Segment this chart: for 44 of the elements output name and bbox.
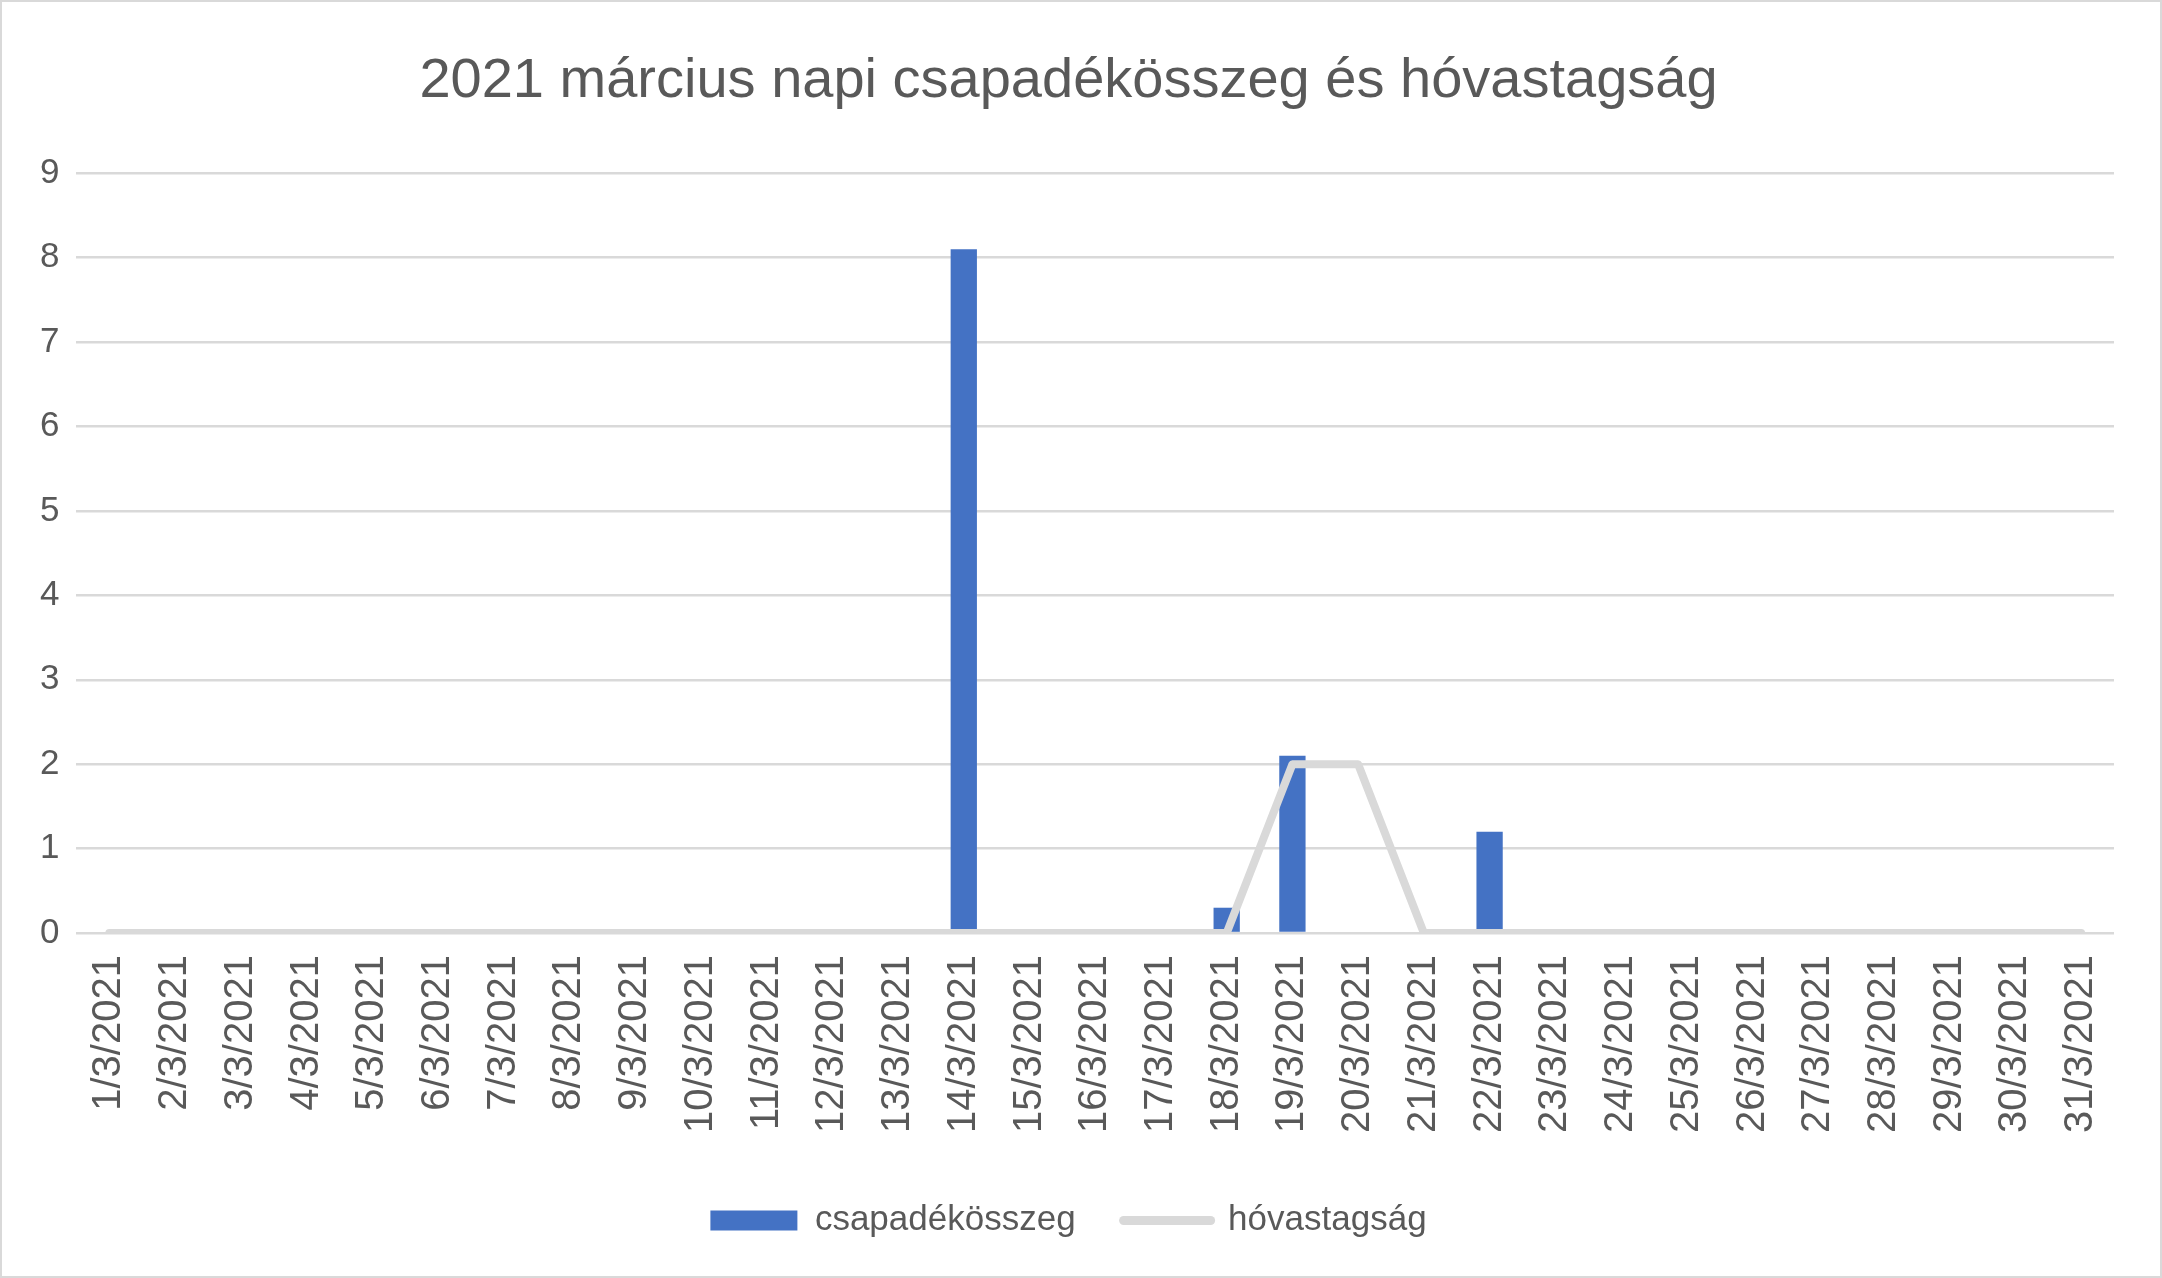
x-tick-label: 11/3/2021 [741,955,786,1131]
chart-title: 2021 március napi csapadékösszeg és hóvastagság [419,46,1718,110]
x-tick-label: 5/3/2021 [347,955,392,1111]
y-tick-label: 0 [40,910,60,950]
x-tick-label: 1/3/2021 [84,955,129,1111]
x-tick-label: 12/3/2021 [807,955,852,1133]
x-tick-label: 7/3/2021 [478,955,523,1111]
x-tick-label: 16/3/2021 [1070,955,1115,1133]
x-tick-label: 29/3/2021 [1924,955,1969,1133]
x-tick-label: 27/3/2021 [1793,955,1838,1133]
x-tick-label: 19/3/2021 [1267,955,1312,1133]
y-tick-label: 8 [40,235,60,275]
x-tick-label: 8/3/2021 [544,955,589,1111]
x-tick-label: 15/3/2021 [1004,955,1049,1133]
x-tick-label: 30/3/2021 [1990,955,2035,1133]
x-tick-label: 10/3/2021 [675,955,720,1133]
y-tick-label: 9 [40,150,60,190]
legend-label: csapadékösszeg [814,1198,1076,1238]
x-tick-label: 23/3/2021 [1530,955,1575,1133]
y-tick-label: 6 [40,404,60,444]
x-tick-label: 22/3/2021 [1464,955,1509,1133]
x-tick-label: 2/3/2021 [150,955,195,1111]
x-tick-label: 6/3/2021 [412,955,457,1111]
y-tick-label: 2 [40,741,60,781]
y-tick-label: 4 [40,573,60,612]
y-tick-label: 1 [40,826,60,866]
x-tick-label: 3/3/2021 [215,955,260,1111]
x-tick-label: 18/3/2021 [1201,955,1246,1133]
x-tick-label: 13/3/2021 [873,955,918,1133]
x-tick-label: 14/3/2021 [938,955,983,1133]
x-tick-label: 31/3/2021 [2056,955,2101,1133]
x-tick-label: 4/3/2021 [281,955,326,1111]
legend-label: hóvastagság [1228,1198,1427,1238]
x-tick-label: 25/3/2021 [1661,955,1706,1133]
x-tick-label: 20/3/2021 [1333,955,1378,1133]
x-tick-label: 9/3/2021 [610,955,655,1111]
y-tick-label: 5 [40,488,60,528]
x-tick-label: 28/3/2021 [1858,955,1903,1133]
x-tick-label: 17/3/2021 [1135,955,1180,1133]
x-tick-label: 26/3/2021 [1727,955,1772,1133]
y-tick-label: 7 [40,319,60,359]
y-tick-label: 3 [40,657,60,697]
x-tick-label: 21/3/2021 [1398,955,1443,1133]
x-tick-label: 24/3/2021 [1596,955,1641,1133]
